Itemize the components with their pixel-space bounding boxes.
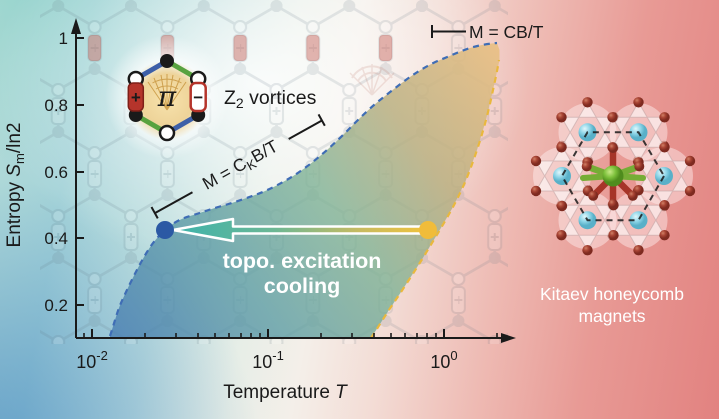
magnetic-ion [553, 167, 571, 185]
crystal-structure [530, 97, 696, 256]
cold-endpoint-dot [156, 221, 174, 239]
x-tick-labels: 10-2 10-1 100 [76, 348, 457, 372]
honeycomb-dashed-hexagon [560, 131, 666, 222]
hot-startpoint-dot [419, 221, 437, 239]
vortex-fan [147, 74, 187, 111]
x-tick-1e-1: 10-1 [252, 348, 284, 372]
x-axis-title: Temperature T [223, 382, 348, 403]
crystal-caption-line1: Kitaev honeycomb [540, 284, 684, 304]
magnetic-ion [629, 211, 648, 230]
y-tick-0.8: 0.8 [44, 96, 68, 115]
x-tick-1e-2: 10-2 [76, 348, 108, 372]
entropy-region-fill [110, 43, 500, 338]
cooling-label-line1: topo. excitation [223, 249, 382, 273]
y-tick-1: 1 [59, 29, 68, 48]
paramagnet-entropy-curve [370, 59, 501, 339]
pi-flux-symbol: π [157, 80, 177, 113]
y-axis-arrow [71, 18, 81, 34]
paramagnet-law-label: M = CB/T [469, 22, 544, 42]
minus-vortex-box: − [189, 81, 207, 113]
plus-sign: + [131, 88, 141, 107]
plus-vortex-box: + [127, 82, 145, 112]
y-tick-0.2: 0.2 [44, 296, 68, 315]
central-green-ion [602, 165, 624, 187]
y-axis-title: Entropy Sm/ln2 [4, 123, 27, 248]
y-tick-0.6: 0.6 [44, 163, 68, 182]
x-tick-1e0: 100 [430, 348, 457, 372]
y-tick-labels: 1 0.8 0.6 0.4 0.2 [44, 29, 68, 315]
crystal-caption-line2: magnets [578, 306, 645, 326]
ghost-vortex-fan [349, 64, 395, 96]
ligand-atoms [581, 143, 645, 209]
minus-sign: − [193, 88, 203, 107]
x-axis-arrow [501, 333, 516, 343]
paramagnet-law-annotation: M = CB/T [431, 22, 544, 42]
cooling-label-line2: cooling [264, 274, 340, 298]
z2-vortex-inset: π + − [105, 35, 229, 159]
axes [75, 30, 506, 339]
z2-vortices-label: Z2 vortices [224, 87, 317, 111]
kitaev-entropy-curve [108, 41, 498, 337]
y-tick-0.4: 0.4 [44, 229, 68, 248]
